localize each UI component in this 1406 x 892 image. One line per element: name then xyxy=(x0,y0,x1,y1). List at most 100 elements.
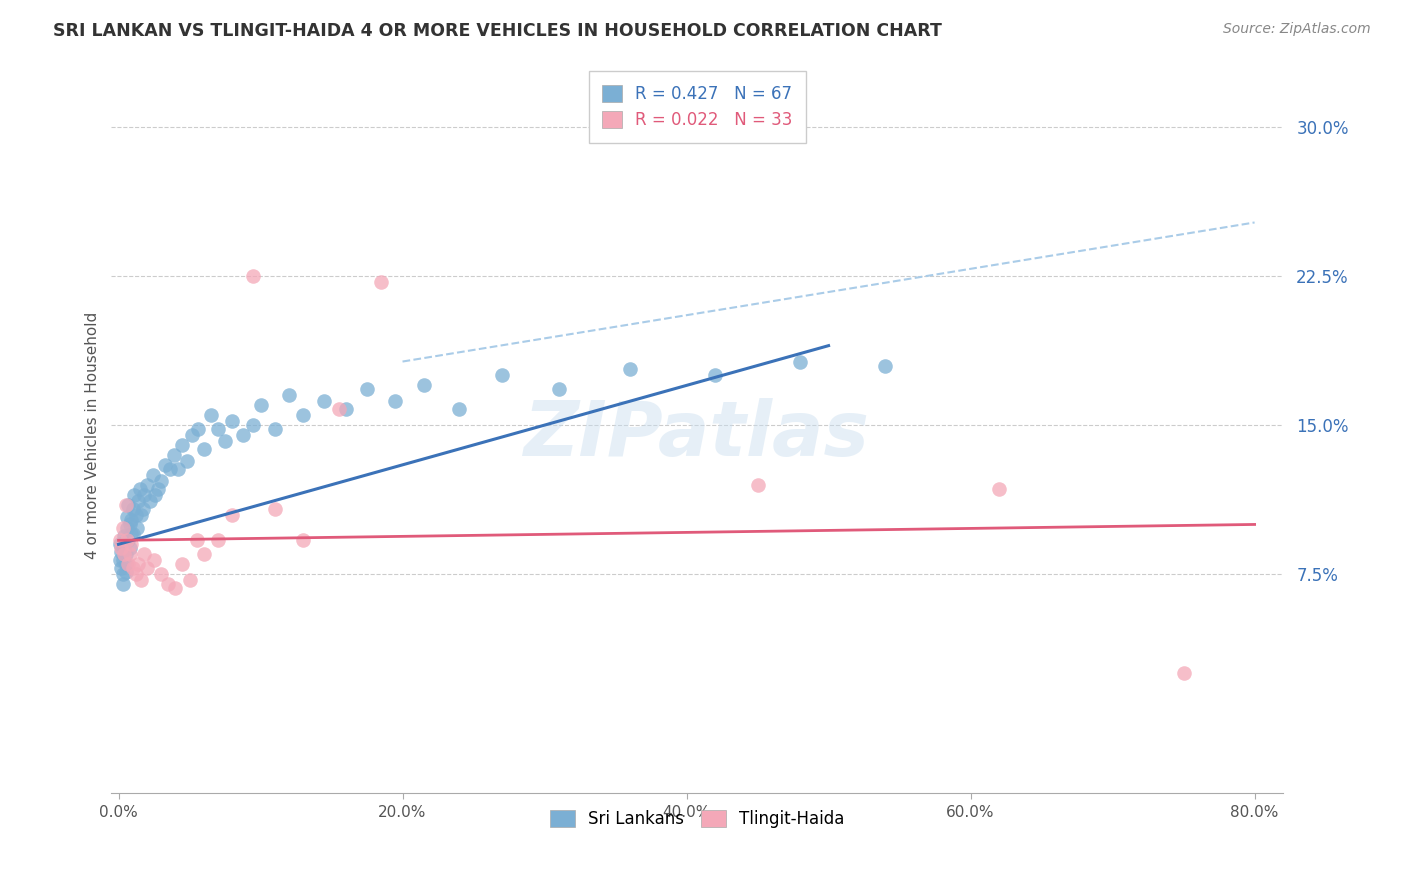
Point xyxy=(370,275,392,289)
Point xyxy=(1173,666,1195,681)
Point xyxy=(120,537,142,551)
Point xyxy=(132,547,155,561)
Point xyxy=(112,541,135,556)
Text: Source: ZipAtlas.com: Source: ZipAtlas.com xyxy=(1223,22,1371,37)
Point xyxy=(356,382,378,396)
Point xyxy=(112,547,135,561)
Point xyxy=(143,553,166,567)
Point xyxy=(110,561,132,575)
Point xyxy=(179,573,201,587)
Point xyxy=(121,561,143,575)
Point xyxy=(150,567,173,582)
Point xyxy=(118,547,141,561)
Point xyxy=(263,501,285,516)
Point xyxy=(232,428,254,442)
Point xyxy=(207,533,229,548)
Point xyxy=(124,567,146,582)
Point xyxy=(314,394,336,409)
Point xyxy=(491,368,513,383)
Point xyxy=(789,354,811,368)
Point xyxy=(124,508,146,522)
Point xyxy=(121,527,143,541)
Point xyxy=(111,567,134,582)
Point xyxy=(108,533,131,548)
Point xyxy=(117,498,139,512)
Point xyxy=(328,402,350,417)
Point xyxy=(121,501,143,516)
Point xyxy=(148,482,170,496)
Point xyxy=(127,557,149,571)
Point xyxy=(214,434,236,448)
Point xyxy=(108,537,131,551)
Point xyxy=(139,493,162,508)
Point xyxy=(163,448,186,462)
Point xyxy=(155,458,177,472)
Point xyxy=(263,422,285,436)
Point xyxy=(193,547,215,561)
Point xyxy=(142,467,165,482)
Point xyxy=(111,577,134,591)
Text: ZIPatlas: ZIPatlas xyxy=(524,398,870,472)
Point xyxy=(117,557,139,571)
Point xyxy=(242,418,264,433)
Point xyxy=(875,359,897,373)
Point xyxy=(115,521,138,535)
Point xyxy=(988,482,1011,496)
Point xyxy=(207,422,229,436)
Point xyxy=(112,529,135,543)
Point xyxy=(111,521,134,535)
Point xyxy=(114,498,136,512)
Point xyxy=(619,362,641,376)
Point xyxy=(127,493,149,508)
Point xyxy=(150,474,173,488)
Point xyxy=(115,533,138,548)
Point xyxy=(747,477,769,491)
Point xyxy=(277,388,299,402)
Point xyxy=(129,573,152,587)
Y-axis label: 4 or more Vehicles in Household: 4 or more Vehicles in Household xyxy=(86,311,100,558)
Point xyxy=(221,508,243,522)
Point xyxy=(159,462,181,476)
Point xyxy=(186,533,208,548)
Point xyxy=(115,509,138,524)
Point xyxy=(111,553,134,567)
Point xyxy=(114,557,136,571)
Point xyxy=(292,533,315,548)
Point xyxy=(167,462,190,476)
Point xyxy=(384,394,406,409)
Point xyxy=(118,517,141,532)
Point xyxy=(135,561,157,575)
Point xyxy=(131,501,153,516)
Point xyxy=(132,488,155,502)
Point xyxy=(176,454,198,468)
Point xyxy=(120,527,142,541)
Point xyxy=(704,368,727,383)
Point xyxy=(187,422,209,436)
Point xyxy=(128,482,150,496)
Point xyxy=(122,488,145,502)
Legend: Sri Lankans, Tlingit-Haida: Sri Lankans, Tlingit-Haida xyxy=(543,803,851,834)
Point xyxy=(110,541,132,556)
Text: SRI LANKAN VS TLINGIT-HAIDA 4 OR MORE VEHICLES IN HOUSEHOLD CORRELATION CHART: SRI LANKAN VS TLINGIT-HAIDA 4 OR MORE VE… xyxy=(53,22,942,40)
Point xyxy=(108,553,131,567)
Point xyxy=(449,402,471,417)
Point xyxy=(193,442,215,456)
Point xyxy=(129,508,152,522)
Point xyxy=(412,378,434,392)
Point xyxy=(242,269,264,284)
Point xyxy=(110,545,132,559)
Point xyxy=(172,438,194,452)
Point xyxy=(335,402,357,417)
Point xyxy=(114,547,136,561)
Point xyxy=(172,557,194,571)
Point xyxy=(117,533,139,548)
Point xyxy=(145,488,167,502)
Point xyxy=(165,581,187,595)
Point xyxy=(120,513,142,527)
Point xyxy=(249,398,271,412)
Point xyxy=(118,541,141,556)
Point xyxy=(547,382,569,396)
Point xyxy=(221,414,243,428)
Point xyxy=(157,577,180,591)
Point xyxy=(292,408,315,422)
